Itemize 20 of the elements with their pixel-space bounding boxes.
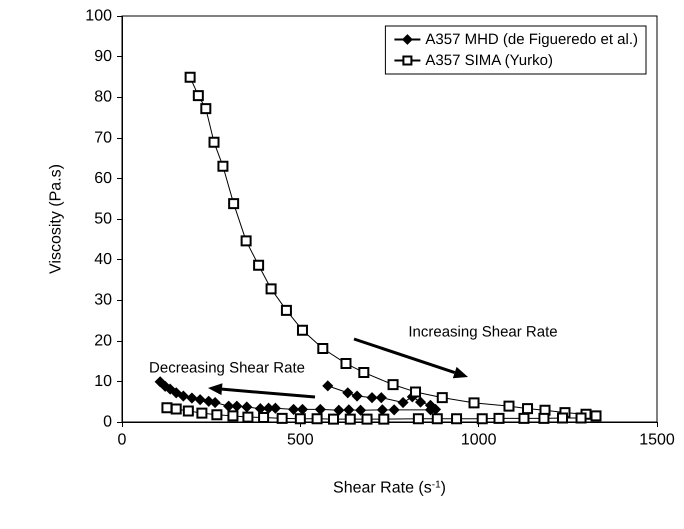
y-tick-label: 30 <box>94 292 112 309</box>
y-tick-label: 70 <box>94 129 112 146</box>
y-tick-label: 40 <box>94 251 112 268</box>
x-tick-label: 1000 <box>460 432 497 448</box>
y-tick-label: 60 <box>94 170 112 187</box>
legend-label: A357 MHD (de Figueredo et al.) <box>425 31 638 48</box>
y-tick-label: 90 <box>94 48 112 66</box>
annotation: Increasing Shear Rate <box>408 324 558 340</box>
y-tick-label: 50 <box>94 210 112 228</box>
x-tick-label: 0 <box>118 432 127 448</box>
y-tick-label: 20 <box>94 332 112 350</box>
annotation: Decreasing Shear Rate <box>149 360 305 376</box>
y-tick-label: 0 <box>103 414 112 430</box>
legend-label: A357 SIMA (Yurko) <box>425 52 553 69</box>
x-tick-label: 1500 <box>639 432 675 448</box>
x-tick-label: 500 <box>286 432 314 448</box>
y-tick-label: 80 <box>94 88 112 106</box>
y-tick-label: 100 <box>85 8 112 24</box>
y-axis-title: Viscosity (Pa.s) <box>48 164 64 274</box>
y-tick-label: 10 <box>94 372 112 390</box>
